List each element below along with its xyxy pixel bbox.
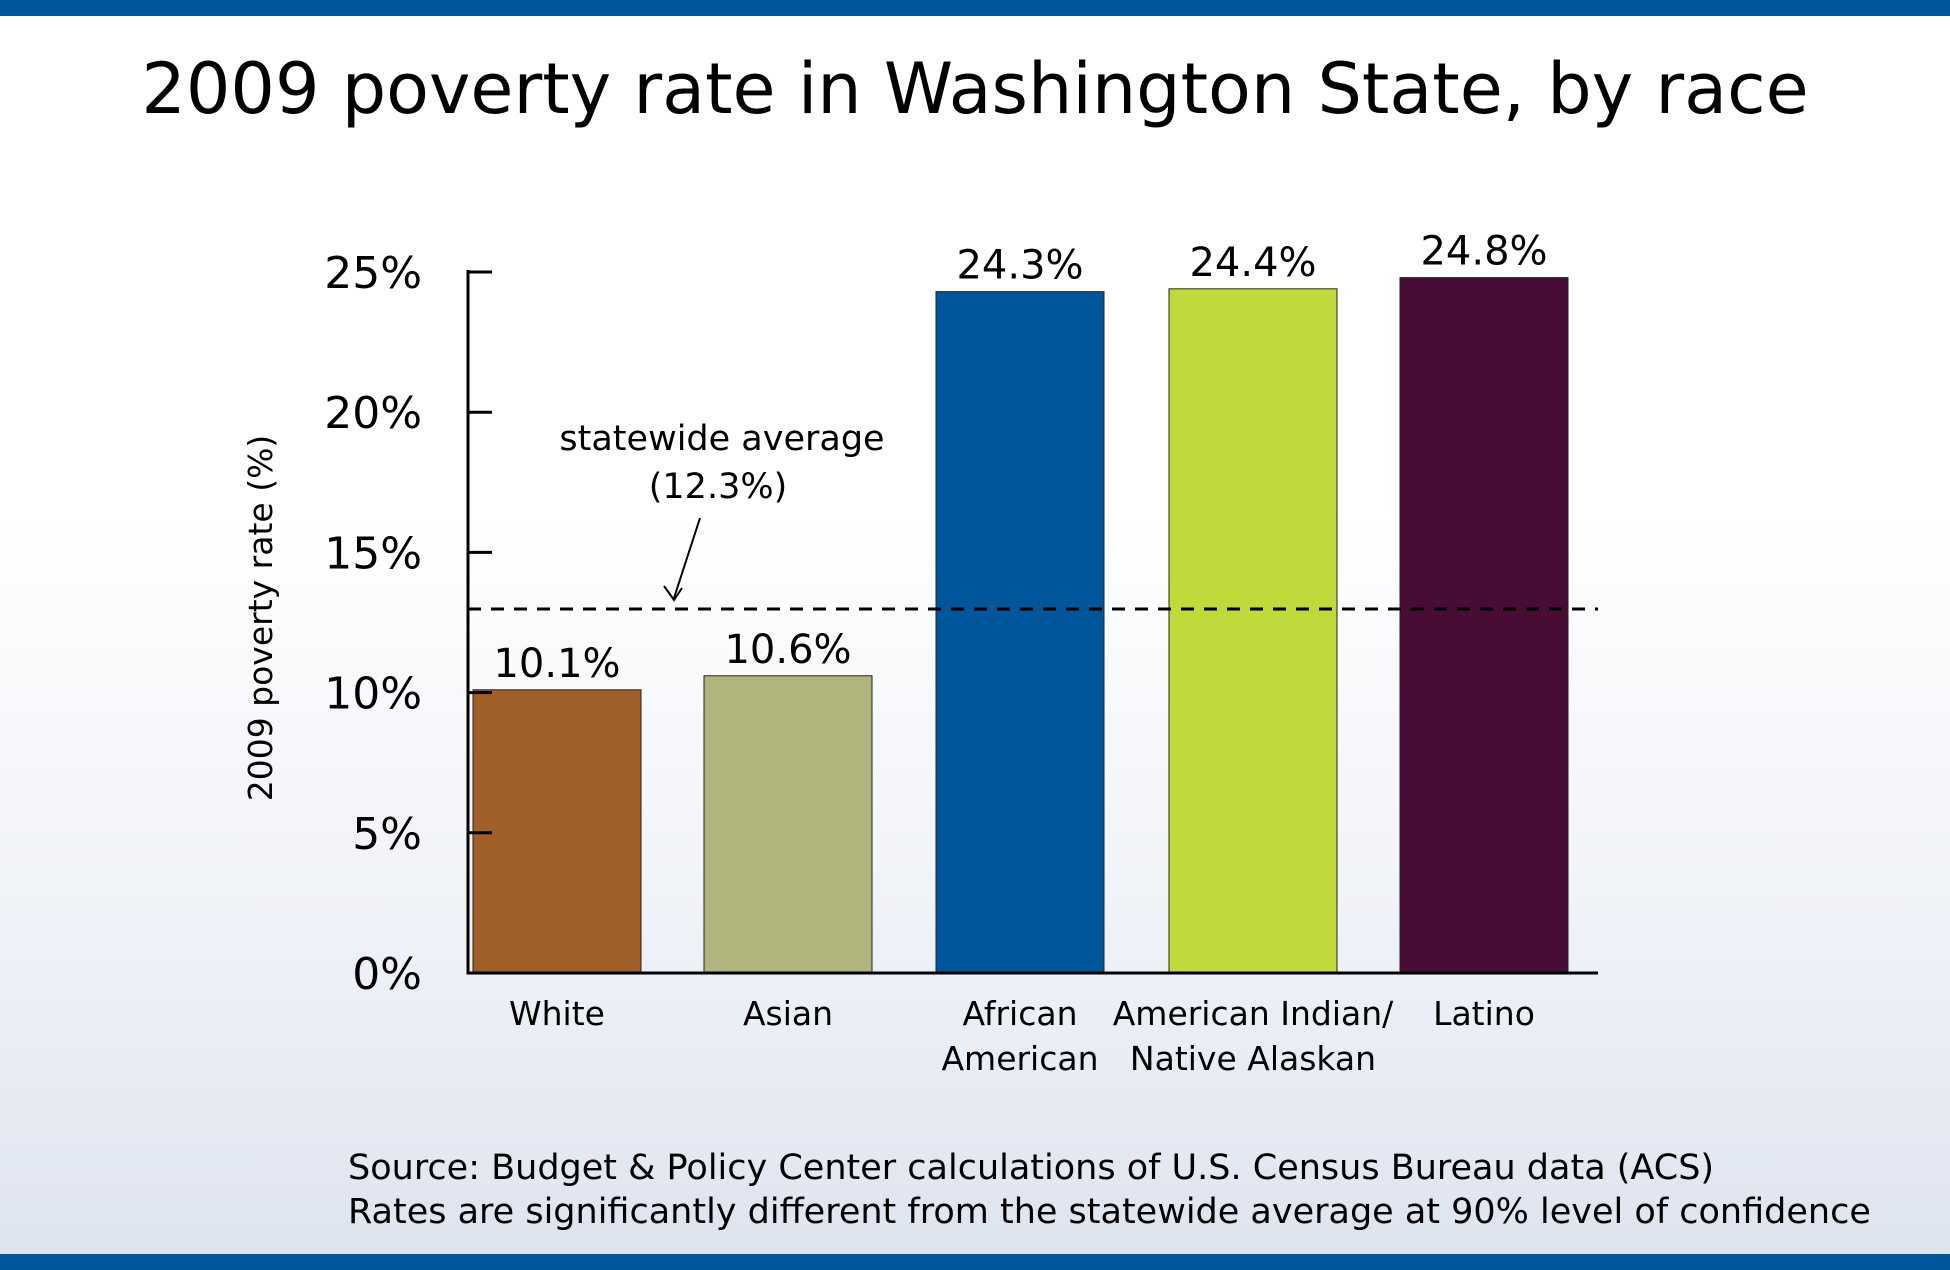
category-label-2-line0: African [962, 994, 1077, 1033]
bar-0 [472, 689, 642, 974]
category-label-4: Latino [1433, 994, 1535, 1033]
y-axis-title: 2009 poverty rate (%) [241, 435, 280, 802]
y-tick-label-1: 5% [352, 809, 422, 860]
bar-1 [703, 675, 873, 974]
top-accent-bar [0, 0, 1950, 16]
statewide-average-label: statewide average [559, 419, 884, 459]
category-label-2-line1: American [941, 1039, 1098, 1078]
bar-value-label-3: 24.4% [1189, 240, 1316, 286]
y-tick-label-2: 10% [324, 669, 422, 720]
y-tick-label-0: 0% [352, 949, 422, 1000]
bar-value-label-4: 24.8% [1420, 229, 1547, 275]
confidence-note: Rates are significantly different from t… [348, 1192, 1871, 1232]
bar-value-label-0: 10.1% [493, 641, 620, 687]
category-label-1: Asian [743, 994, 833, 1033]
category-label-3-line0: American Indian/ [1113, 994, 1394, 1033]
y-tick-label-3: 15% [324, 528, 422, 579]
category-label-0: White [509, 994, 605, 1033]
bar-value-label-1: 10.6% [724, 627, 851, 673]
annotation-arrow-shaft [673, 517, 701, 599]
y-tick-label-4: 20% [324, 388, 422, 439]
chart-title: 2009 poverty rate in Washington State, b… [141, 48, 1809, 130]
annotation-arrow-head [663, 585, 683, 602]
source-line: Source: Budget & Policy Center calculati… [348, 1148, 1715, 1188]
bar-4 [1399, 277, 1569, 974]
bar-3 [1168, 288, 1338, 974]
y-tick-label-5: 25% [324, 248, 422, 299]
bottom-accent-bar [0, 1254, 1950, 1270]
bar-2 [935, 291, 1105, 974]
source-note: Source: Budget & Policy Center calculati… [348, 1146, 1871, 1234]
category-label-3-line1: Native Alaskan [1130, 1039, 1376, 1078]
statewide-average-value-label: (12.3%) [649, 467, 788, 507]
bar-value-label-2: 24.3% [956, 243, 1083, 289]
